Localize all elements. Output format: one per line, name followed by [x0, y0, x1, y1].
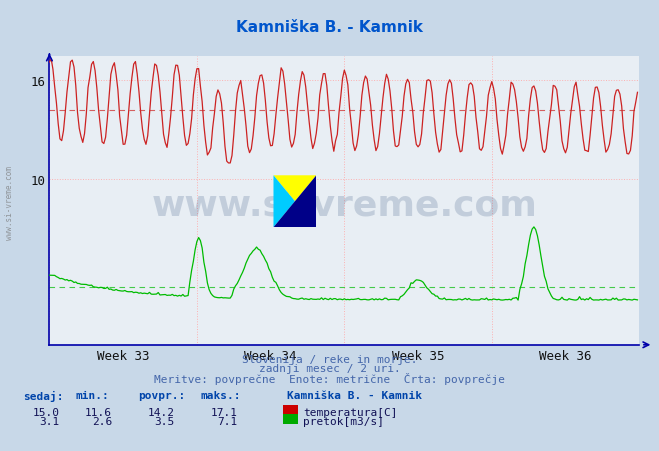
Text: 14.2: 14.2 — [148, 407, 175, 417]
Text: min.:: min.: — [76, 390, 109, 400]
Text: sedaj:: sedaj: — [23, 390, 63, 401]
Text: 15.0: 15.0 — [32, 407, 59, 417]
Polygon shape — [273, 176, 316, 202]
Text: zadnji mesec / 2 uri.: zadnji mesec / 2 uri. — [258, 363, 401, 373]
Text: 17.1: 17.1 — [210, 407, 237, 417]
Text: 2.6: 2.6 — [92, 416, 112, 426]
Text: 3.1: 3.1 — [39, 416, 59, 426]
Text: Slovenija / reke in morje.: Slovenija / reke in morje. — [242, 354, 417, 364]
Text: 3.5: 3.5 — [154, 416, 175, 426]
Text: Kamniška B. - Kamnik: Kamniška B. - Kamnik — [236, 20, 423, 35]
Text: pretok[m3/s]: pretok[m3/s] — [303, 416, 384, 426]
Text: Kamniška B. - Kamnik: Kamniška B. - Kamnik — [287, 390, 422, 400]
Text: maks.:: maks.: — [201, 390, 241, 400]
Text: povpr.:: povpr.: — [138, 390, 186, 400]
Text: 7.1: 7.1 — [217, 416, 237, 426]
Polygon shape — [273, 176, 295, 228]
Text: temperatura[C]: temperatura[C] — [303, 407, 397, 417]
Polygon shape — [273, 176, 316, 228]
Text: Meritve: povprečne  Enote: metrične  Črta: povprečje: Meritve: povprečne Enote: metrične Črta:… — [154, 372, 505, 384]
Text: www.si-vreme.com: www.si-vreme.com — [5, 166, 14, 240]
Text: www.si-vreme.com: www.si-vreme.com — [152, 188, 537, 222]
Text: 11.6: 11.6 — [85, 407, 112, 417]
